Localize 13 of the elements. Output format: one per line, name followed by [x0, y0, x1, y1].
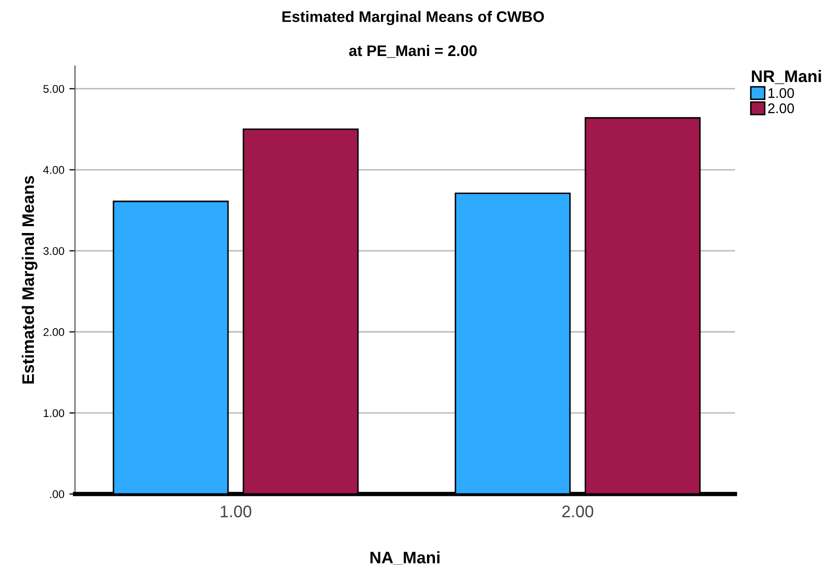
- x-axis-title: NA_Mani: [370, 551, 440, 565]
- chart-title: Estimated Marginal Means of CWBO: [282, 10, 544, 26]
- y-axis-title: Estimated Marginal Means: [22, 176, 38, 384]
- y-tick-label: 2.00: [44, 328, 64, 336]
- legend-label: 1.00: [768, 88, 794, 98]
- legend-title: NR_Mani: [752, 70, 821, 84]
- legend-label: 2.00: [768, 103, 794, 114]
- y-tick-label: 1.00: [44, 409, 64, 418]
- y-tick-label: 4.00: [43, 166, 64, 174]
- chart-subtitle: at PE_Mani = 2.00: [349, 44, 477, 58]
- y-tick-label: .00: [50, 490, 64, 498]
- y-tick-label: 5.00: [43, 84, 64, 93]
- y-tick-label: 3.00: [43, 247, 64, 255]
